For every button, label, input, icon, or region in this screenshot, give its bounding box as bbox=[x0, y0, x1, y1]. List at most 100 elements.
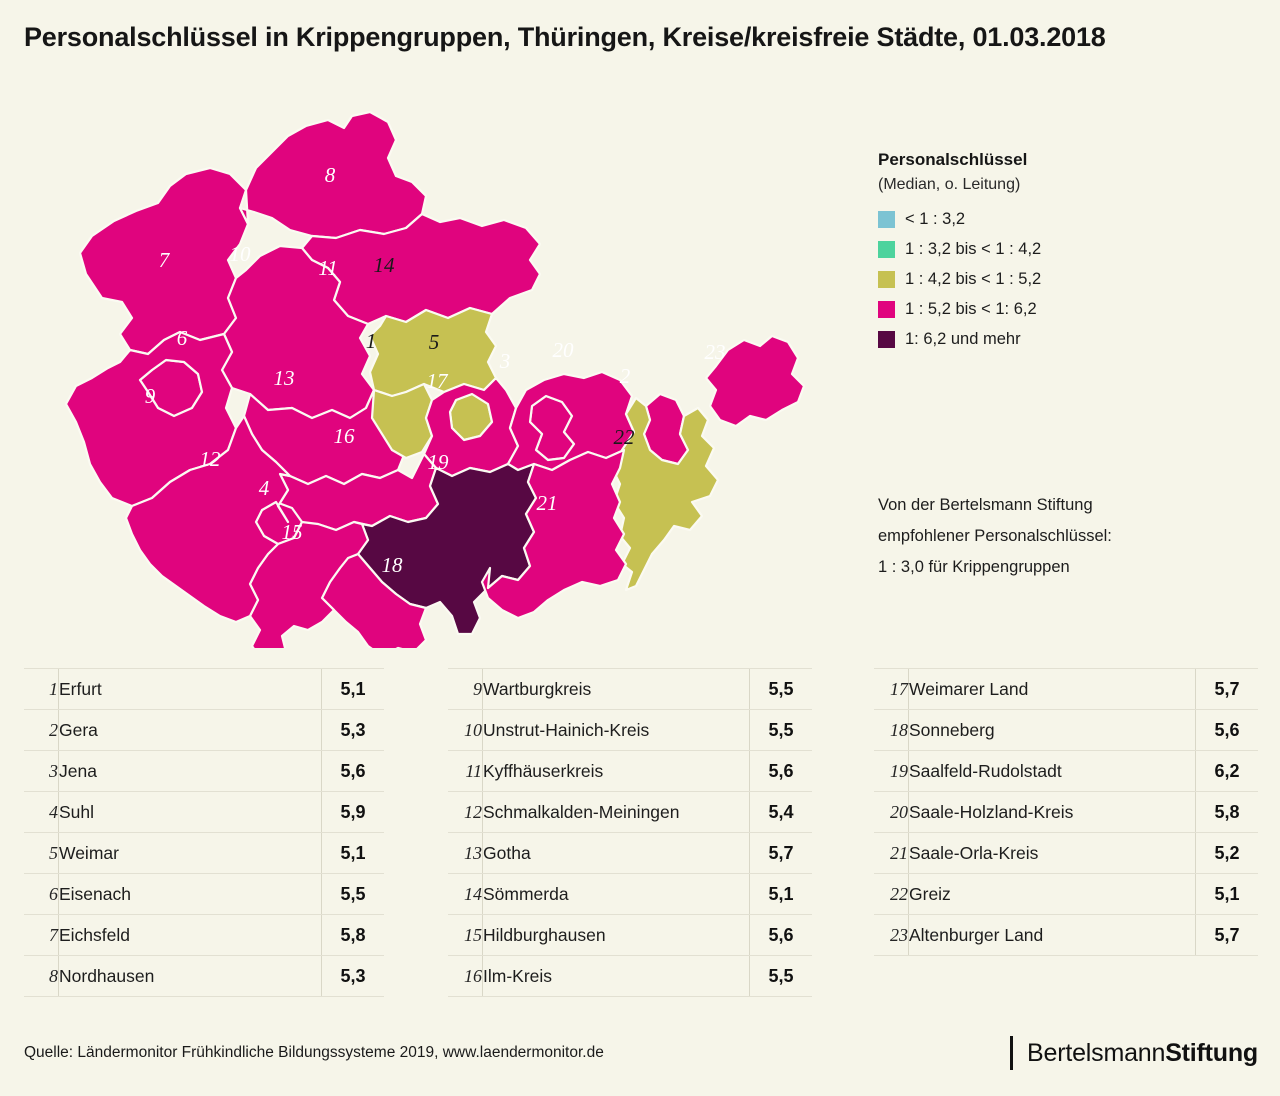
row-number: 20 bbox=[874, 791, 909, 833]
legend-item-label: 1 : 4,2 bis < 1 : 5,2 bbox=[905, 269, 1042, 288]
row-value: 5,1 bbox=[321, 668, 384, 710]
row-kreis-name: Weimar bbox=[58, 832, 322, 874]
page-title: Personalschlüssel in Krippengruppen, Thü… bbox=[24, 22, 1106, 52]
map-region-8[interactable] bbox=[238, 110, 428, 240]
row-value: 5,5 bbox=[749, 709, 812, 751]
row-kreis-name: Gera bbox=[58, 709, 322, 751]
legend-item-3[interactable]: 1 : 4,2 bis < 1 : 5,2 bbox=[878, 264, 1268, 294]
row-value: 5,8 bbox=[1195, 791, 1258, 833]
kreis-tables: 1 Erfurt 5,1 2 Gera 5,3 3 Jena 5,6 4 Suhl 5,9 5 Weima… bbox=[0, 668, 1280, 1008]
table-body-1: 1 Erfurt 5,1 2 Gera 5,3 3 Jena 5,6 4 Suhl 5,9 5 Weima… bbox=[24, 668, 384, 997]
legend-item-2[interactable]: 1 : 3,2 bis < 1 : 4,2 bbox=[878, 234, 1268, 264]
row-number: 17 bbox=[874, 668, 909, 710]
row-kreis-name: Erfurt bbox=[58, 668, 322, 710]
row-kreis-name: Schmalkalden-Meiningen bbox=[482, 791, 750, 833]
legend-item-1[interactable]: < 1 : 3,2 bbox=[878, 204, 1268, 234]
row-number: 2 bbox=[24, 709, 59, 751]
row-kreis-name: Nordhausen bbox=[58, 955, 322, 997]
row-value: 5,5 bbox=[749, 955, 812, 997]
table-row: 18 Sonneberg 5,6 bbox=[874, 709, 1258, 751]
table-row: 15 Hildburghausen 5,6 bbox=[448, 914, 812, 956]
logo-text: BertelsmannStiftung bbox=[1027, 1039, 1258, 1068]
row-number: 22 bbox=[874, 873, 909, 915]
row-value: 5,5 bbox=[749, 668, 812, 710]
table-row: 3 Jena 5,6 bbox=[24, 750, 384, 792]
row-kreis-name: Suhl bbox=[58, 791, 322, 833]
legend-item-4[interactable]: 1 : 5,2 bis < 1: 6,2 bbox=[878, 294, 1268, 324]
row-kreis-name: Saale-Holzland-Kreis bbox=[908, 791, 1196, 833]
table-row: 2 Gera 5,3 bbox=[24, 709, 384, 751]
row-number: 4 bbox=[24, 791, 59, 833]
map-region-23[interactable] bbox=[704, 334, 806, 428]
row-value: 5,5 bbox=[321, 873, 384, 915]
map-region-22[interactable] bbox=[610, 396, 720, 592]
row-kreis-name: Saale-Orla-Kreis bbox=[908, 832, 1196, 874]
row-value: 5,1 bbox=[749, 873, 812, 915]
map-label-10: 10 bbox=[230, 242, 252, 266]
table-row: 4 Suhl 5,9 bbox=[24, 791, 384, 833]
legend-subtitle: (Median, o. Leitung) bbox=[878, 176, 1021, 193]
legend-item-label: < 1 : 3,2 bbox=[905, 209, 966, 228]
map-label-12: 12 bbox=[200, 447, 222, 471]
legend-item-label: 1 : 5,2 bis < 1: 6,2 bbox=[905, 299, 1037, 318]
map-label-19: 19 bbox=[428, 450, 450, 474]
map-label-21: 21 bbox=[537, 491, 558, 515]
row-value: 5,4 bbox=[749, 791, 812, 833]
row-number: 14 bbox=[448, 873, 483, 915]
map-region-12[interactable] bbox=[124, 414, 292, 624]
map-label-11: 11 bbox=[318, 256, 337, 280]
map-label-3: 3 bbox=[499, 349, 511, 373]
map-region-7[interactable] bbox=[78, 166, 250, 356]
row-value: 5,1 bbox=[321, 832, 384, 874]
map-legend: Personalschlüssel (Median, o. Leitung) <… bbox=[878, 150, 1268, 354]
kreis-table-column-1: 1 Erfurt 5,1 2 Gera 5,3 3 Jena 5,6 4 Suhl 5,9 5 Weima… bbox=[24, 668, 384, 997]
map-region-21[interactable] bbox=[480, 448, 628, 620]
recommendation-note: Von der Bertelsmann Stiftung empfohlener… bbox=[878, 490, 1268, 583]
table-row: 22 Greiz 5,1 bbox=[874, 873, 1258, 915]
table-row: 20 Saale-Holzland-Kreis 5,8 bbox=[874, 791, 1258, 833]
row-kreis-name: Eichsfeld bbox=[58, 914, 322, 956]
row-number: 8 bbox=[24, 955, 59, 997]
row-number: 18 bbox=[874, 709, 909, 751]
legend-swatch-icon bbox=[878, 240, 895, 258]
row-number: 19 bbox=[874, 750, 909, 792]
row-kreis-name: Hildburghausen bbox=[482, 914, 750, 956]
legend-items: < 1 : 3,2 1 : 3,2 bis < 1 : 4,2 1 : 4,2 bi… bbox=[878, 204, 1268, 354]
map-label-9: 9 bbox=[145, 384, 156, 408]
map-label-20: 20 bbox=[553, 338, 575, 362]
map-label-6: 6 bbox=[177, 326, 188, 350]
table-row: 13 Gotha 5,7 bbox=[448, 832, 812, 874]
map-label-8: 8 bbox=[325, 163, 336, 187]
note-line-1: Von der Bertelsmann Stiftung bbox=[878, 496, 1093, 514]
legend-item-5[interactable]: 1: 6,2 und mehr bbox=[878, 324, 1268, 354]
table-row: 23 Altenburger Land 5,7 bbox=[874, 914, 1258, 956]
row-number: 16 bbox=[448, 955, 483, 997]
note-line-3: 1 : 3,0 für Krippengruppen bbox=[878, 558, 1070, 576]
logo-text-light: Bertelsmann bbox=[1027, 1038, 1166, 1067]
legend-item-label: 1 : 3,2 bis < 1 : 4,2 bbox=[905, 239, 1042, 258]
row-kreis-name: Jena bbox=[58, 750, 322, 792]
table-row: 10 Unstrut-Hainich-Kreis 5,5 bbox=[448, 709, 812, 751]
row-number: 5 bbox=[24, 832, 59, 874]
row-number: 9 bbox=[448, 668, 483, 710]
map-label-23: 23 bbox=[705, 340, 726, 364]
legend-swatch-icon bbox=[878, 270, 895, 288]
map-label-14: 14 bbox=[374, 253, 396, 277]
row-number: 15 bbox=[448, 914, 483, 956]
legend-item-label: 1: 6,2 und mehr bbox=[905, 329, 1021, 348]
row-kreis-name: Sömmerda bbox=[482, 873, 750, 915]
map-label-17: 17 bbox=[427, 369, 450, 393]
table-row: 6 Eisenach 5,5 bbox=[24, 873, 384, 915]
row-number: 21 bbox=[874, 832, 909, 874]
logo-text-bold: Stiftung bbox=[1165, 1038, 1258, 1067]
row-number: 12 bbox=[448, 791, 483, 833]
kreis-table-column-3: 17 Weimarer Land 5,7 18 Sonneberg 5,6 19 Saalfe… bbox=[874, 668, 1258, 956]
row-number: 11 bbox=[448, 750, 483, 792]
map-label-15: 15 bbox=[282, 520, 303, 544]
map-label-4: 4 bbox=[259, 476, 270, 500]
row-kreis-name: Sonneberg bbox=[908, 709, 1196, 751]
row-value: 5,7 bbox=[1195, 914, 1258, 956]
table-row: 1 Erfurt 5,1 bbox=[24, 668, 384, 710]
row-kreis-name: Gotha bbox=[482, 832, 750, 874]
table-row: 9 Wartburgkreis 5,5 bbox=[448, 668, 812, 710]
